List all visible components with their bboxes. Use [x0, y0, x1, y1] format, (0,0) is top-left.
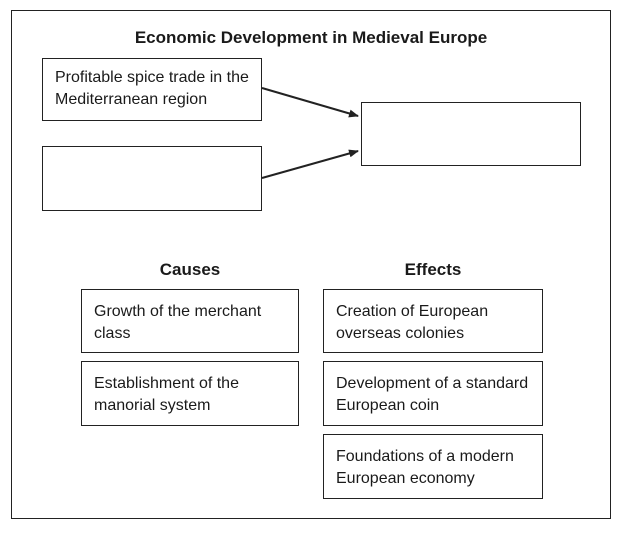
effect-item-text: Development of a standard European coin — [336, 375, 529, 414]
output-box — [361, 102, 581, 166]
diagram-frame — [11, 10, 611, 519]
input-box-bottom — [42, 146, 262, 211]
effects-heading: Effects — [404, 260, 462, 279]
causes-heading: Causes — [159, 260, 221, 279]
effect-item: Development of a standard European coin — [323, 361, 543, 426]
cause-item-text: Establishment of the manorial system — [94, 375, 239, 414]
input-box-top-text: Profitable spice trade in the Mediterran… — [55, 69, 249, 108]
input-box-top: Profitable spice trade in the Mediterran… — [42, 58, 262, 121]
cause-item: Establishment of the manorial system — [81, 361, 299, 426]
cause-item-text: Growth of the merchant class — [94, 303, 262, 342]
effect-item-text: Foundations of a modern European economy — [336, 448, 514, 487]
effect-item: Foundations of a modern European economy — [323, 434, 543, 499]
arrow-bottom-to-output — [261, 149, 359, 179]
arrow-top-to-output — [261, 87, 359, 118]
effect-item: Creation of European overseas colonies — [323, 289, 543, 353]
cause-item: Growth of the merchant class — [81, 289, 299, 353]
diagram-title: Economic Development in Medieval Europe — [134, 28, 488, 47]
effect-item-text: Creation of European overseas colonies — [336, 303, 489, 342]
